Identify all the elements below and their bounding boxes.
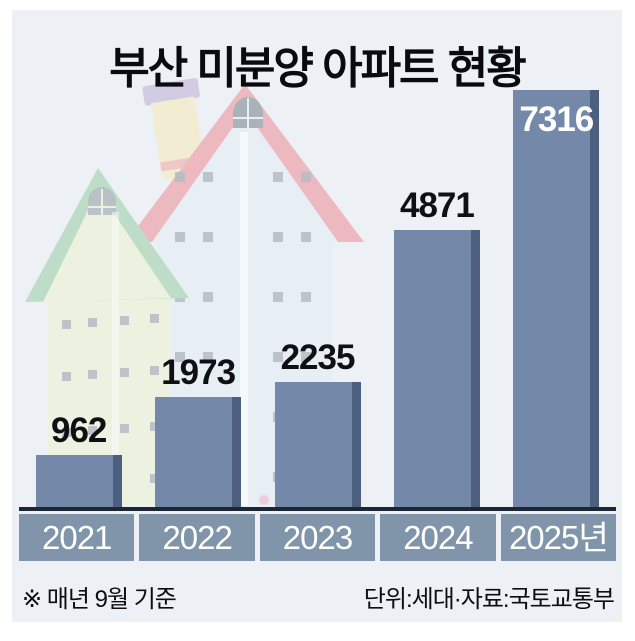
bar	[274, 382, 361, 510]
bar-chart: 962 1973 2235 4871 7316	[19, 90, 616, 510]
bar-value-label: 1973	[161, 353, 236, 392]
footer-note: ※ 매년 9월 기준	[22, 585, 177, 613]
footer: ※ 매년 9월 기준 단위:세대·자료:국토교통부	[22, 576, 615, 616]
x-axis-label: 2025년	[500, 514, 617, 561]
bar-column: 4871	[377, 90, 496, 510]
axis-baseline	[19, 507, 616, 511]
footer-unit-source: 단위:세대·자료:국토교통부	[363, 585, 615, 613]
x-axis-label: 2022	[139, 514, 255, 561]
x-axis-label: 2024	[380, 514, 496, 561]
bar	[393, 230, 480, 510]
chart-title: 부산 미분양 아파트 현황	[109, 44, 526, 93]
bar	[35, 455, 122, 510]
bar-value-label: 2235	[280, 338, 356, 377]
bar-value-label: 7316	[519, 100, 594, 139]
x-axis: 2021 2022 2023 2024 2025년	[19, 514, 617, 561]
bar-value-label: 4871	[399, 186, 475, 225]
bar-column: 1973	[138, 90, 257, 510]
bar-column: 962	[19, 90, 138, 510]
x-axis-label: 2021	[19, 514, 135, 561]
bar: 7316	[513, 90, 600, 510]
bar	[155, 397, 242, 510]
bar-column: 2235	[258, 90, 377, 510]
chart-panel: 부산 미분양 아파트 현황	[12, 10, 622, 622]
x-axis-label: 2023	[259, 514, 376, 561]
green-house-icon	[25, 168, 189, 505]
bar-value-label: 962	[51, 411, 107, 450]
bar-column: 7316	[497, 90, 616, 510]
